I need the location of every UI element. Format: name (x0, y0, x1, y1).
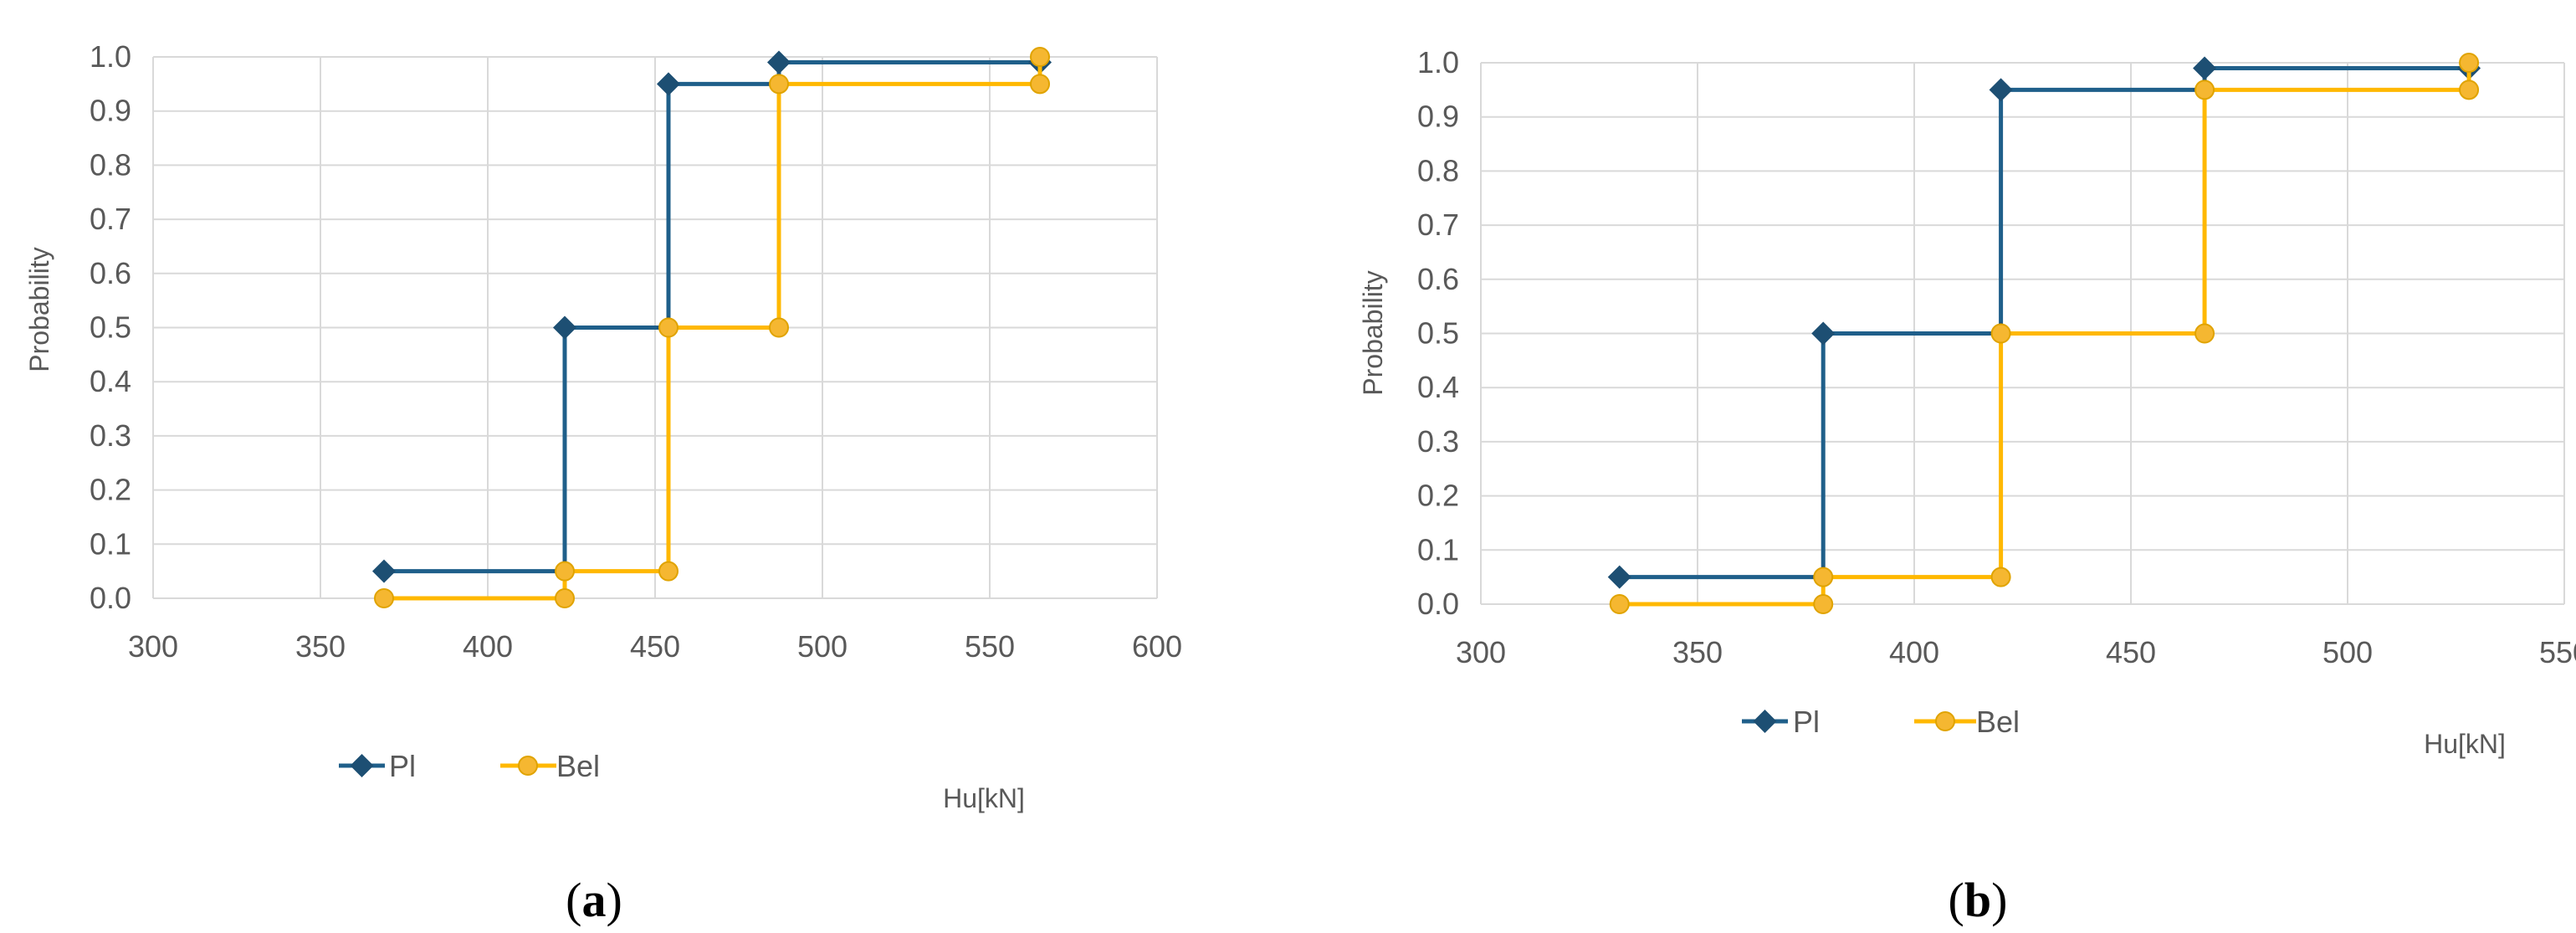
chart-a-bel-point (658, 561, 679, 582)
chart-a-bel-point (555, 588, 575, 608)
chart-b-bel-point (2194, 323, 2215, 344)
chart-a-bel-point (658, 317, 679, 338)
chart-a-legend-bel-marker (518, 756, 538, 776)
chart-a-pl-point (767, 50, 791, 74)
chart-a-series (372, 47, 1052, 608)
chart-a: 0.0 0.1 0.2 0.3 0.4 0.5 0.6 0.7 0.8 0.9 1.0 300 350… (24, 39, 1182, 927)
chart-a-x-tick-label: 350 (295, 629, 346, 664)
chart-b-x-tick-label: 550 (2539, 635, 2576, 669)
chart-b-bel-point (1990, 566, 2011, 587)
chart-b-y-tick-label: 0.4 (1417, 370, 1459, 404)
chart-b-y-tick-label: 0.0 (1417, 587, 1459, 621)
chart-a-legend-pl-label: Pl (389, 749, 416, 783)
chart-a-bel-point (555, 561, 575, 582)
chart-b-caption-letter: b (1964, 873, 1991, 927)
chart-a-x-tick-label: 600 (1132, 629, 1182, 664)
chart-b-y-tick-label: 0.7 (1417, 208, 1459, 242)
chart-b-pl-point (1811, 321, 1836, 346)
chart-a-x-tick-label: 300 (128, 629, 178, 664)
chart-a-y-tick-label: 0.4 (90, 364, 131, 398)
chart-b-legend-pl: Pl (1742, 705, 1820, 739)
chart-b-bel-point (2459, 53, 2480, 73)
chart-a-y-tick-label: 0.8 (90, 147, 131, 182)
chart-b-pl-point (1989, 78, 2013, 102)
chart-b-y-ticks: 0.0 0.1 0.2 0.3 0.4 0.5 0.6 0.7 0.8 0.9 1.0 (1417, 45, 1459, 621)
chart-b-bel-point (1990, 323, 2011, 344)
chart-a-legend-bel: Bel (500, 749, 600, 783)
chart-b-y-tick-label: 0.6 (1417, 262, 1459, 296)
chart-b-x-tick-label: 500 (2322, 635, 2373, 669)
chart-a-x-tick-label: 400 (463, 629, 513, 664)
chart-a-x-tick-label: 500 (797, 629, 848, 664)
chart-a-pl-point (553, 315, 576, 340)
chart-b-legend-pl-label: Pl (1793, 705, 1820, 739)
chart-b-legend-bel-label: Bel (1976, 705, 2020, 739)
chart-b-y-tick-label: 0.3 (1417, 424, 1459, 459)
chart-a-bel-point (1030, 47, 1050, 67)
chart-b-bel-point (1609, 594, 1630, 614)
chart-a-bel-point (374, 588, 394, 608)
chart-a-x-tick-label: 450 (630, 629, 680, 664)
chart-a-x-ticks: 300 350 400 450 500 550 600 (128, 629, 1182, 664)
chart-a-pl-point (372, 559, 396, 583)
chart-a-caption: (a) (566, 873, 622, 927)
chart-b-bel-point (1813, 594, 1834, 614)
chart-a-y-tick-label: 0.0 (90, 581, 131, 615)
chart-b-y-tick-label: 0.5 (1417, 316, 1459, 351)
chart-b-y-tick-label: 0.1 (1417, 532, 1459, 566)
chart-a-bel-point (769, 317, 789, 338)
chart-b-pl-point (1607, 565, 1631, 589)
chart-a-legend: Pl Bel (339, 749, 600, 783)
chart-b-x-ticks: 300 350 400 450 500 550 (1456, 635, 2576, 669)
chart-a-y-tick-label: 0.5 (90, 310, 131, 345)
chart-a-y-tick-label: 0.6 (90, 256, 131, 290)
chart-b-pl-point (2193, 56, 2217, 80)
chart-b-x-tick-label: 450 (2106, 635, 2156, 669)
chart-a-x-axis-label: Hu[kN] (943, 783, 1025, 813)
chart-b-bel-point (2194, 79, 2215, 100)
chart-a-y-tick-label: 0.7 (90, 202, 131, 236)
chart-b-caption: (b) (1949, 873, 2008, 927)
chart-a-x-tick-label: 550 (965, 629, 1015, 664)
chart-a-y-axis-label: Probability (24, 247, 54, 372)
chart-b-y-tick-label: 0.8 (1417, 153, 1459, 187)
chart-b-x-tick-label: 300 (1456, 635, 1506, 669)
chart-a-caption-letter: a (582, 873, 607, 927)
chart-b-legend-bel-marker (1935, 711, 1955, 731)
chart-b-bel-point (2459, 79, 2480, 100)
chart-b-x-tick-label: 350 (1672, 635, 1723, 669)
chart-a-pl-line (384, 59, 1040, 574)
chart-b-y-axis-label: Probability (1358, 270, 1388, 395)
chart-b-y-tick-label: 0.9 (1417, 100, 1459, 134)
chart-a-y-tick-label: 0.1 (90, 526, 131, 561)
chart-a-y-tick-label: 0.9 (90, 94, 131, 128)
chart-a-legend-pl: Pl (339, 749, 416, 783)
chart-b-x-axis-label: Hu[kN] (2424, 729, 2506, 759)
chart-b-y-tick-label: 1.0 (1417, 45, 1459, 79)
chart-b-y-tick-label: 0.2 (1417, 479, 1459, 513)
chart-b-series (1607, 53, 2481, 614)
chart-a-legend-pl-marker (350, 754, 374, 777)
chart-a-pl-point (657, 72, 680, 96)
chart-a-y-tick-label: 1.0 (90, 39, 131, 74)
chart-a-y-ticks: 0.0 0.1 0.2 0.3 0.4 0.5 0.6 0.7 0.8 0.9 1.0 (90, 39, 131, 615)
chart-a-bel-point (1030, 74, 1050, 95)
chart-a-bel-point (769, 74, 789, 95)
chart-b-x-tick-label: 400 (1889, 635, 1939, 669)
chart-a-y-tick-label: 0.3 (90, 418, 131, 453)
chart-b-legend-bel: Bel (1914, 705, 2020, 739)
chart-a-y-tick-label: 0.2 (90, 473, 131, 507)
chart-b-legend-pl-marker (1753, 710, 1777, 733)
chart-b: 0.0 0.1 0.2 0.3 0.4 0.5 0.6 0.7 0.8 0.9 1.0 300 350… (1358, 45, 2576, 927)
chart-a-legend-bel-label: Bel (556, 749, 600, 783)
chart-b-legend: Pl Bel (1742, 705, 2020, 739)
chart-b-pl-line (1619, 65, 2470, 580)
chart-b-bel-point (1813, 566, 1834, 587)
